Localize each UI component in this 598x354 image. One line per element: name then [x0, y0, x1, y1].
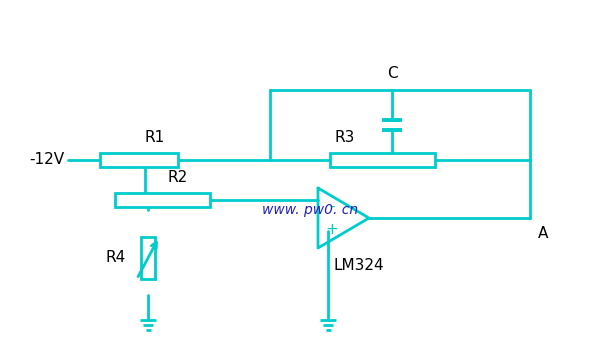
Text: C: C [387, 67, 397, 81]
Text: www. pw0. cn: www. pw0. cn [262, 203, 358, 217]
Bar [100, 153, 178, 167]
Bar [330, 153, 435, 167]
Text: +: + [326, 223, 338, 238]
Text: R1: R1 [144, 131, 164, 145]
Text: -12V: -12V [29, 153, 64, 167]
Text: LM324: LM324 [334, 258, 385, 274]
Text: R2: R2 [167, 171, 188, 185]
Bar [141, 237, 155, 279]
Text: R3: R3 [335, 131, 355, 145]
Text: R4: R4 [106, 251, 126, 266]
Text: A: A [538, 225, 548, 240]
Bar [115, 193, 210, 207]
Text: -: - [329, 199, 335, 213]
